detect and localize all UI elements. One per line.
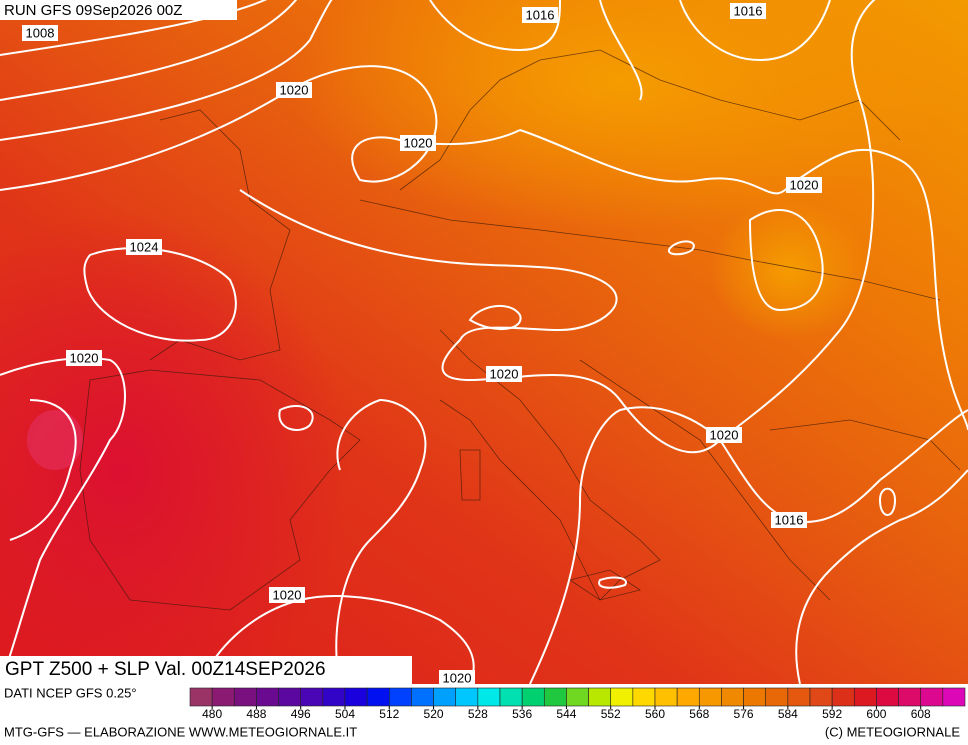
map-shade	[0, 210, 350, 684]
isobar-label-bg	[771, 512, 807, 528]
colorbar-swatch	[676, 687, 700, 707]
isobar-label: 1020	[280, 82, 309, 97]
isobar-label-bg	[400, 135, 436, 151]
footer-right: (C) METEOGIORNALE	[825, 724, 960, 739]
colorbar-swatch	[388, 687, 412, 707]
colorbar-swatch	[588, 687, 612, 707]
colorbar-swatch	[654, 687, 678, 707]
source-label: DATI NCEP GFS 0.25°	[4, 685, 137, 700]
colorbar-swatch	[344, 687, 368, 707]
isobar-label-bg	[730, 3, 766, 19]
isobar-label: 1016	[526, 7, 555, 22]
colorbar-label: 576	[734, 707, 754, 721]
colorbar-swatch	[477, 687, 501, 707]
colorbar: 480 488 496 504 512 520 528 536 544 552 560 568 576 5…	[189, 687, 966, 721]
colorbar-swatch	[521, 687, 545, 707]
colorbar-swatch	[322, 687, 346, 707]
isobar-label: 1020	[490, 366, 519, 381]
colorbar-swatch	[721, 687, 744, 707]
colorbar-label: 608	[911, 707, 931, 721]
colorbar-swatch	[233, 687, 257, 707]
colorbar-label: 536	[512, 707, 532, 721]
isobar-label: 1020	[404, 135, 433, 150]
colorbar-swatch	[765, 687, 789, 707]
colorbar-swatch	[787, 687, 811, 707]
colorbar-swatch	[278, 687, 302, 707]
isobar-label: 1016	[734, 3, 763, 18]
isobar-label-bg	[126, 239, 162, 255]
colorbar-swatch	[809, 687, 833, 707]
colorbar-label: 544	[556, 707, 576, 721]
isobar-label: 1008	[26, 25, 55, 40]
colorbar-swatch	[610, 687, 634, 707]
colorbar-swatch	[853, 687, 877, 707]
colorbar-swatch	[543, 687, 567, 707]
isobar-label-bg	[786, 177, 822, 193]
colorbar-label: 512	[379, 707, 399, 721]
colorbar-label: 488	[246, 707, 266, 721]
colorbar-swatch	[189, 687, 213, 707]
run-box	[0, 0, 237, 20]
colorbar-swatch	[743, 687, 767, 707]
colorbar-swatch	[831, 687, 855, 707]
isobar-label-bg	[276, 82, 312, 98]
colorbar-swatch	[920, 687, 944, 707]
colorbar-swatch	[942, 687, 966, 707]
colorbar-swatch	[433, 687, 457, 707]
colorbar-swatch	[566, 687, 589, 707]
colorbar-swatch	[698, 687, 722, 707]
map-title: GPT Z500 + SLP Val. 00Z14SEP2026	[5, 659, 326, 680]
colorbar-label: 568	[689, 707, 709, 721]
isobar-label-bg	[66, 350, 102, 366]
isobar-label: 1020	[443, 670, 472, 685]
colorbar-swatch	[211, 687, 235, 707]
title-box	[0, 656, 412, 684]
isobar-label: 1024	[130, 239, 159, 254]
colorbar-label: 592	[822, 707, 842, 721]
colorbar-label: 600	[866, 707, 886, 721]
colorbar-swatch	[411, 687, 434, 707]
isobar-label-bg	[22, 25, 58, 41]
colorbar-swatch	[366, 687, 390, 707]
colorbar-swatch	[898, 687, 922, 707]
isobar-label-bg	[269, 587, 305, 603]
colorbar-label: 584	[778, 707, 798, 721]
map-shade	[290, 0, 950, 230]
footer-left: MTG-GFS — ELABORAZIONE WWW.METEOGIORNALE…	[4, 724, 357, 739]
coastlines	[79, 49, 961, 611]
colorbar-label: 496	[291, 707, 311, 721]
colorbar-label: 480	[202, 707, 222, 721]
isobar-label: 1020	[273, 587, 302, 602]
colorbar-swatch	[300, 687, 324, 707]
colorbar-swatch	[455, 687, 479, 707]
isobar-label-bg	[522, 7, 558, 23]
map: 1008 1016 1016 1020 1020 1020 1024 1020 1020 1020…	[0, 0, 968, 685]
isobar-label: 1020	[70, 350, 99, 365]
run-label: RUN GFS 09Sep2026 00Z	[4, 2, 182, 19]
isobar-label-bg	[439, 670, 475, 684]
colorbar-swatch	[256, 687, 279, 707]
isobar-label: 1016	[775, 512, 804, 527]
colorbar-label: 504	[335, 707, 355, 721]
colorbar-label: 560	[645, 707, 665, 721]
colorbar-swatch	[632, 687, 656, 707]
isobar-label: 1020	[790, 177, 819, 192]
isobar-label-bg	[486, 366, 522, 382]
colorbar-swatch	[499, 687, 523, 707]
isobar-label: 1020	[710, 427, 739, 442]
map-shade	[27, 410, 83, 470]
colorbar-label: 520	[424, 707, 444, 721]
isobar-label-bg	[706, 427, 742, 443]
colorbar-label: 528	[468, 707, 488, 721]
isobar-labels: 1008 1016 1016 1020 1020 1020 1024 1020 1020 1020…	[22, 3, 822, 685]
colorbar-swatch	[876, 687, 899, 707]
colorbar-label: 552	[601, 707, 621, 721]
map-shade	[710, 200, 870, 340]
